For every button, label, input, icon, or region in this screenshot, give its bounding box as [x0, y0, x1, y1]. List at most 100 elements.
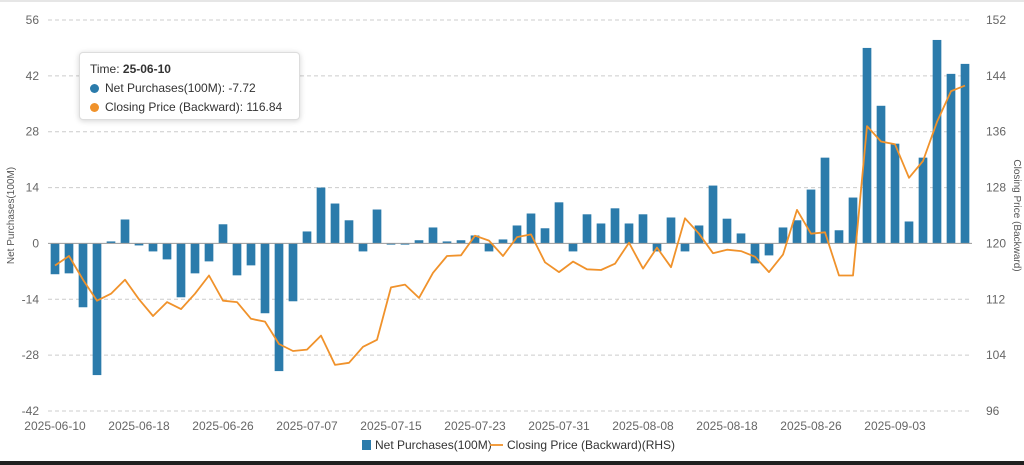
left-tick-label: 14 — [26, 181, 40, 195]
bar — [834, 230, 844, 244]
x-axis-ticks: 2025-06-10 2025-06-18 2025-06-26 2025-07-07… — [24, 419, 926, 433]
x-tick-label: 2025-08-08 — [612, 419, 674, 433]
bar — [848, 197, 858, 244]
bar — [232, 243, 242, 276]
tooltip-line-dot — [90, 103, 99, 112]
tooltip-time-label: Time: — [90, 62, 120, 76]
bar — [148, 243, 158, 252]
x-tick-label: 2025-06-10 — [24, 419, 86, 433]
bar — [890, 143, 900, 244]
x-tick-label: 2025-07-31 — [528, 419, 590, 433]
bar — [344, 220, 354, 244]
right-tick-label: 120 — [986, 236, 1006, 250]
tooltip-bar-text: Net Purchases(100M): -7.72 — [105, 81, 256, 95]
bar — [470, 235, 480, 244]
legend-bar-swatch[interactable] — [362, 440, 371, 450]
right-tick-label: 112 — [986, 292, 1005, 306]
x-tick-label: 2025-06-26 — [192, 419, 254, 433]
left-axis-ticks: 56 42 28 14 0 -14 -28 -42 — [22, 13, 40, 418]
bar — [778, 227, 788, 244]
bar — [92, 243, 102, 376]
left-tick-label: 56 — [26, 13, 40, 27]
bar — [750, 243, 760, 264]
bar — [64, 243, 74, 274]
bar — [498, 239, 508, 244]
bar — [106, 241, 116, 244]
bar — [610, 208, 620, 244]
line-series — [54, 84, 966, 366]
bar — [526, 213, 536, 244]
bar — [386, 243, 396, 245]
right-axis-ticks: 152 144 136 128 120 112 104 96 — [986, 13, 1006, 418]
bar — [134, 243, 144, 246]
bar — [932, 39, 942, 244]
bar — [400, 243, 410, 245]
right-axis-title: Closing Price (Backward) — [1011, 159, 1022, 271]
left-tick-label: -42 — [22, 404, 40, 418]
x-tick-label: 2025-07-07 — [276, 419, 338, 433]
tooltip-time-value: 25-06-10 — [122, 62, 171, 76]
bar — [316, 187, 326, 244]
bar — [162, 243, 172, 260]
tooltip-time-row: Time: 25-06-10 — [90, 60, 289, 79]
left-tick-label: -14 — [22, 292, 40, 306]
bar — [666, 217, 676, 244]
bar — [680, 243, 690, 252]
bar — [568, 243, 578, 252]
bar — [736, 233, 746, 244]
bar — [554, 202, 564, 244]
bar — [190, 243, 200, 274]
bar — [274, 243, 284, 372]
bar — [820, 157, 830, 244]
bar — [764, 243, 774, 256]
legend-bar-label[interactable]: Net Purchases(100M) — [375, 438, 492, 452]
legend[interactable]: Net Purchases(100M) Closing Price (Backw… — [362, 438, 675, 452]
right-tick-label: 96 — [986, 404, 1000, 418]
bar — [246, 243, 256, 266]
grid-lines — [48, 19, 972, 412]
bar — [862, 47, 872, 244]
bar — [582, 214, 592, 244]
right-tick-label: 136 — [986, 125, 1006, 139]
x-tick-label: 2025-08-26 — [780, 419, 842, 433]
bar — [806, 189, 816, 244]
bar — [540, 228, 550, 244]
x-tick-label: 2025-06-18 — [108, 419, 170, 433]
left-tick-label: -28 — [22, 348, 40, 362]
bar — [176, 243, 186, 298]
chart-tooltip: Time: 25-06-10 Net Purchases(100M): -7.7… — [79, 52, 300, 120]
closing-price-line — [54, 84, 966, 366]
bar — [456, 240, 466, 244]
bar — [50, 243, 60, 275]
tooltip-line-row: Closing Price (Backward): 116.84 — [90, 98, 289, 117]
bar — [260, 243, 270, 314]
tooltip-bar-dot — [90, 84, 99, 93]
legend-line-label[interactable]: Closing Price (Backward)(RHS) — [507, 438, 675, 452]
bar — [428, 227, 438, 244]
bar — [204, 243, 214, 262]
bar — [708, 185, 718, 244]
bar — [638, 214, 648, 244]
bar — [358, 243, 368, 252]
bar — [330, 203, 340, 244]
x-tick-label: 2025-07-23 — [444, 419, 506, 433]
right-tick-label: 104 — [986, 348, 1006, 362]
bar — [876, 105, 886, 244]
tooltip-bar-row: Net Purchases(100M): -7.72 — [90, 79, 289, 98]
bar — [288, 243, 298, 302]
x-tick-label: 2025-07-15 — [360, 419, 422, 433]
bar — [946, 73, 956, 244]
bar-series — [50, 39, 970, 376]
bar — [624, 223, 634, 244]
bar — [442, 241, 452, 244]
bottom-border — [0, 461, 1024, 465]
tooltip-line-text: Closing Price (Backward): 116.84 — [105, 100, 283, 114]
bar — [78, 243, 88, 308]
top-border — [0, 0, 1024, 2]
left-tick-label: 28 — [26, 125, 40, 139]
bar — [960, 63, 970, 244]
right-tick-label: 144 — [986, 69, 1006, 83]
bar — [120, 219, 130, 244]
